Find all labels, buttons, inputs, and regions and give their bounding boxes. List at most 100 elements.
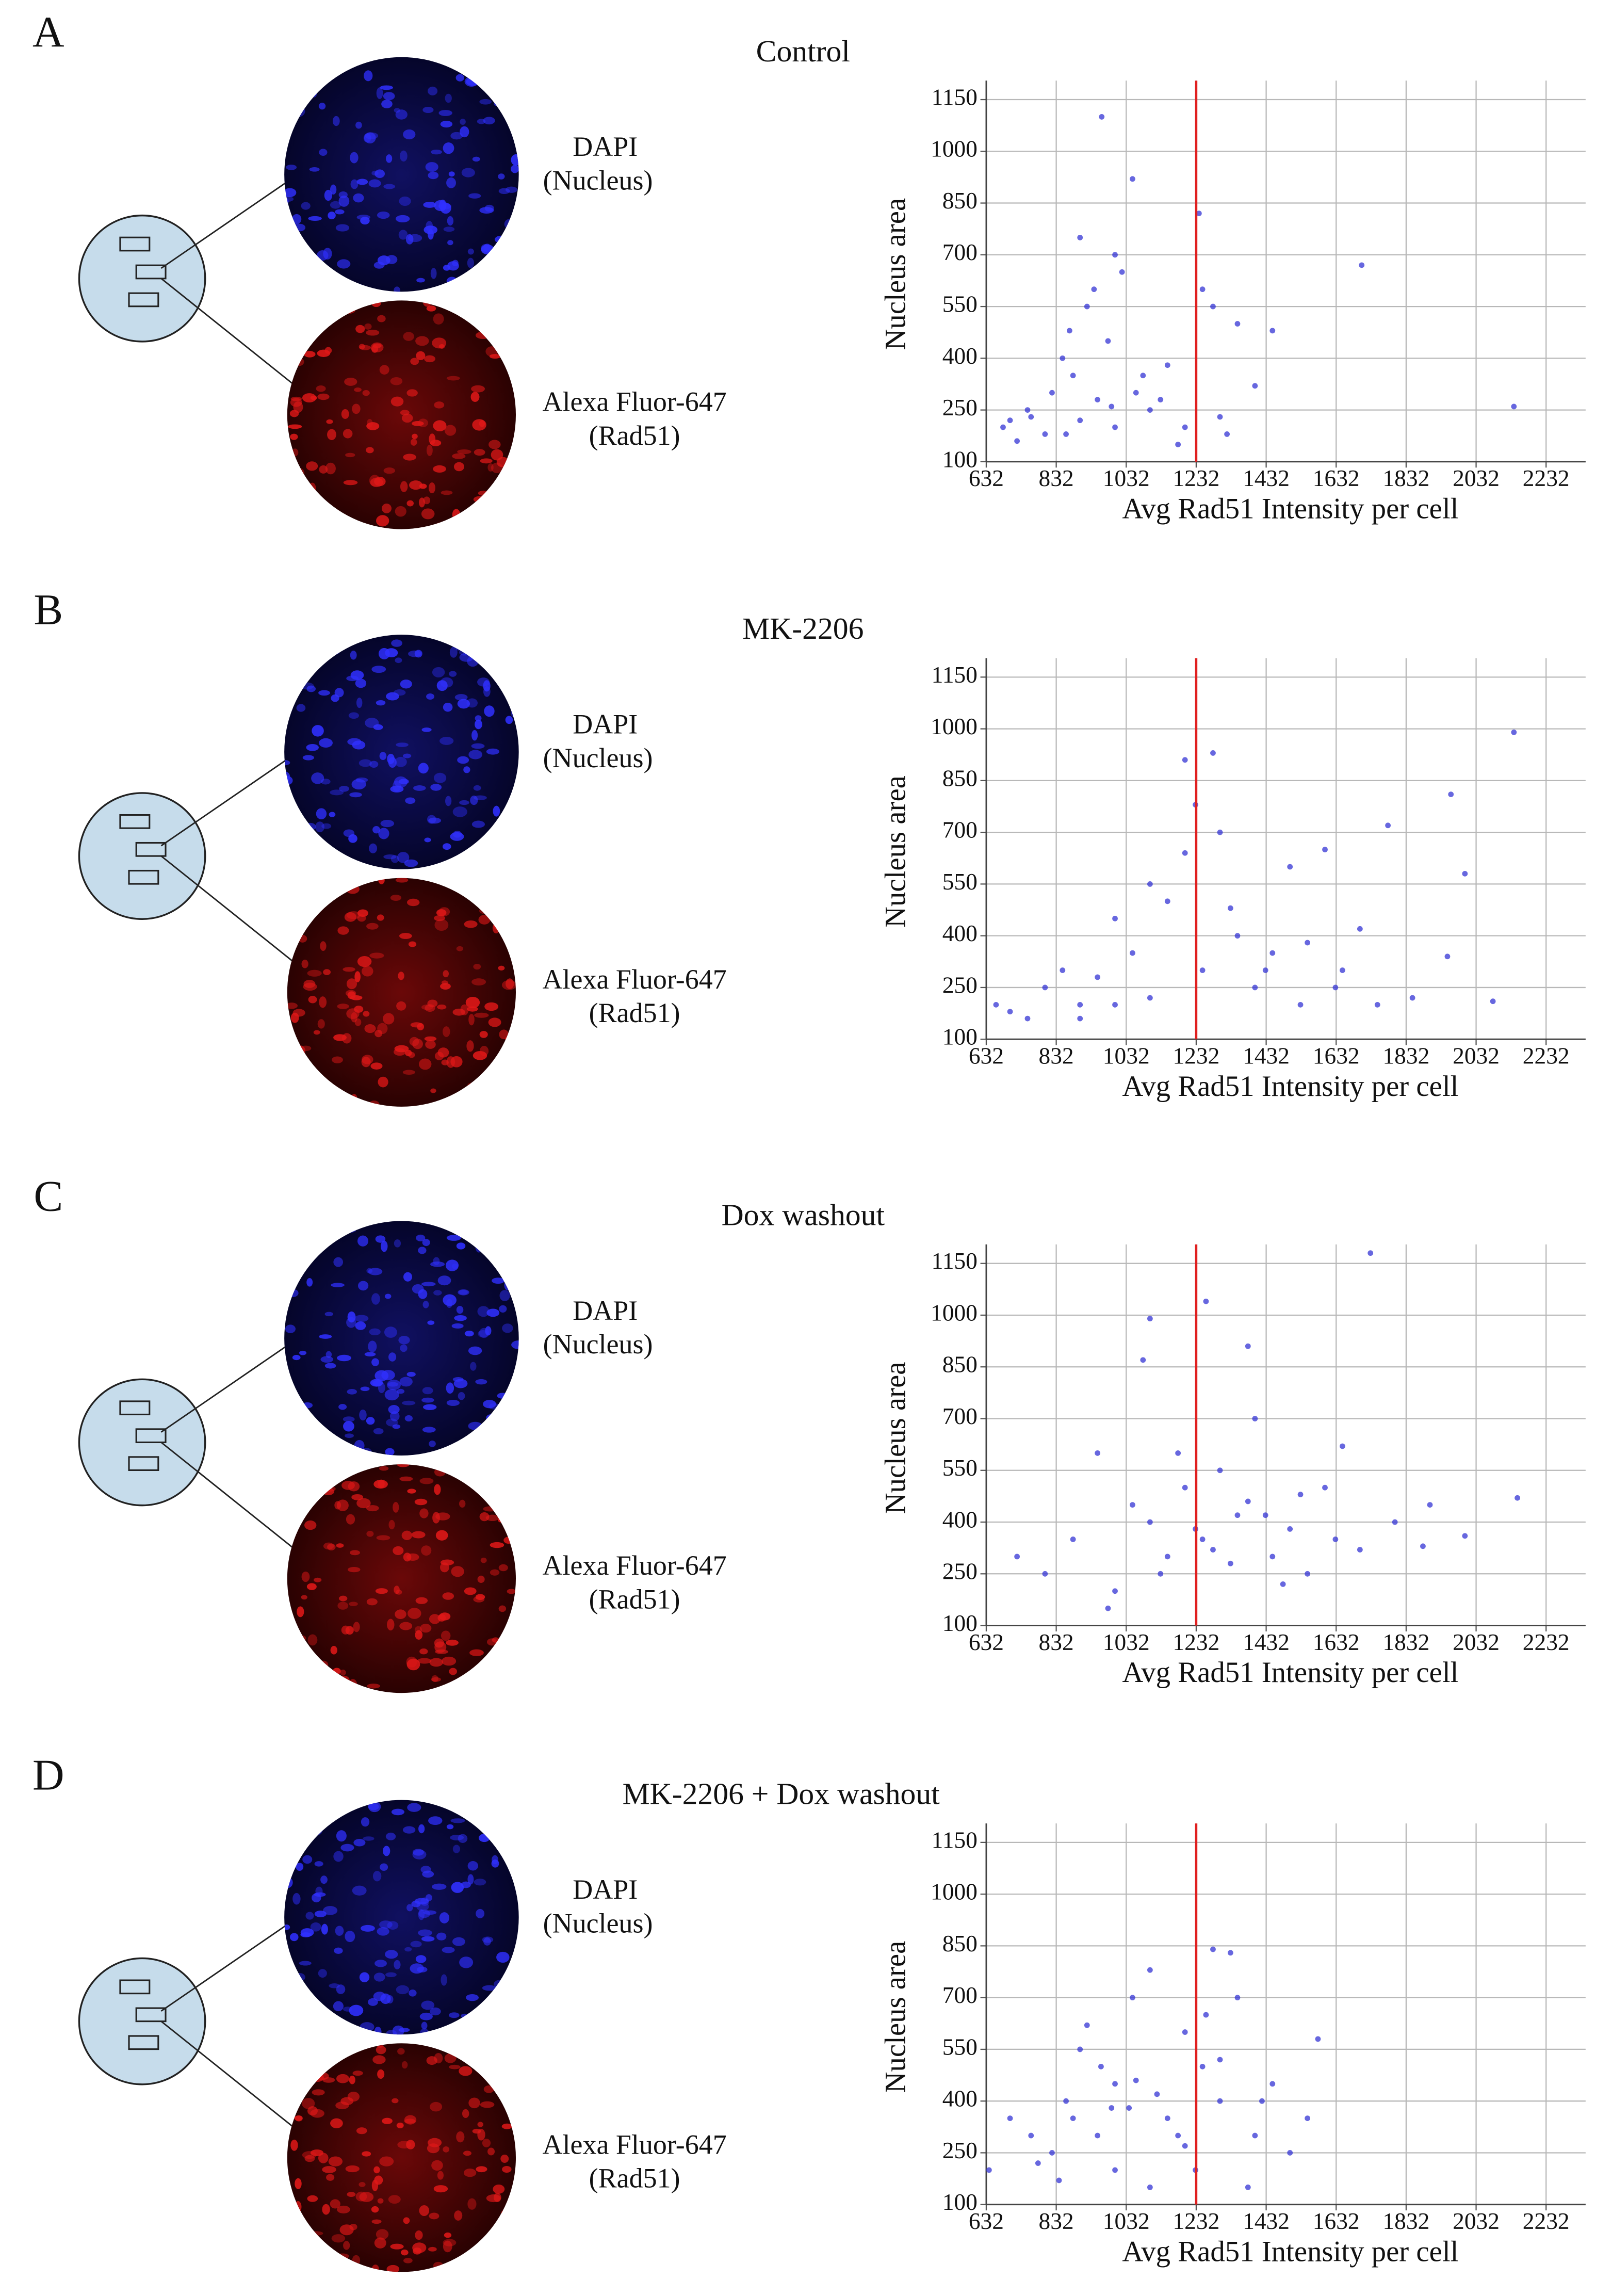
- cell-spot: [312, 2089, 325, 2096]
- cell-spot: [446, 1056, 455, 1068]
- cell-spot: [364, 323, 372, 330]
- cell-spot: [321, 1923, 328, 1935]
- cell-spot: [376, 2229, 389, 2240]
- cell-spot: [406, 1904, 413, 1912]
- cell-spot: [321, 823, 332, 829]
- y-tick-label: 550: [942, 1454, 978, 1481]
- x-tick-label: 1232: [1173, 2208, 1219, 2234]
- cell-spot: [475, 715, 482, 722]
- panel: C DAPI(Nucleus) Alexa Fluor-647(Rad51) Dox …: [34, 1172, 1586, 1693]
- cell-spot: [295, 2178, 302, 2189]
- cell-spot: [512, 524, 516, 529]
- cell-spot: [306, 1583, 317, 1590]
- cell-spot: [449, 2064, 461, 2069]
- cell-spot: [330, 2118, 343, 2128]
- cell-spot: [407, 1489, 416, 1494]
- cell-spot: [501, 2065, 513, 2075]
- cell-spot: [372, 2055, 386, 2064]
- cell-spot: [474, 449, 485, 456]
- cell-spot: [373, 1479, 388, 1489]
- cell-spot: [327, 429, 336, 440]
- cell-spot: [478, 1834, 490, 1842]
- data-point: [1063, 431, 1069, 437]
- cell-spot: [427, 86, 438, 95]
- cell-spot: [350, 670, 364, 680]
- cell-spot: [430, 1262, 445, 1267]
- cell-spot: [323, 1906, 338, 1915]
- cell-spot: [433, 313, 444, 325]
- cell-spot: [429, 1614, 441, 1624]
- cell-spot: [453, 462, 464, 472]
- cell-spot: [405, 234, 414, 245]
- cell-spot: [299, 1961, 312, 1966]
- cell-spot: [461, 168, 475, 177]
- y-tick-label: 1150: [932, 661, 978, 688]
- cell-spot: [343, 2007, 353, 2012]
- data-point: [1112, 252, 1118, 258]
- cell-spot: [496, 2238, 508, 2250]
- cell-spot: [459, 1499, 466, 1508]
- cell-spot: [483, 244, 491, 252]
- cell-spot: [425, 1040, 436, 1049]
- cell-spot: [449, 671, 457, 677]
- data-point: [1357, 926, 1363, 932]
- cell-spot: [377, 1023, 388, 1034]
- cell-spot: [486, 748, 500, 755]
- cell-spot: [478, 1330, 489, 1338]
- cell-spot: [509, 924, 516, 933]
- cell-spot: [454, 694, 468, 701]
- data-point: [1147, 407, 1153, 413]
- cell-spot: [310, 1922, 321, 1932]
- cell-spot: [355, 777, 368, 783]
- field: [119, 1979, 151, 1995]
- cell-spot: [364, 1352, 376, 1356]
- cell-spot: [409, 480, 422, 490]
- cell-spot: [503, 1537, 514, 1544]
- cell-spot: [499, 1290, 510, 1301]
- data-point: [1098, 2063, 1104, 2069]
- cell-spot: [352, 2255, 361, 2266]
- cell-spot: [511, 1825, 519, 1834]
- data-point: [1112, 2081, 1118, 2087]
- cell-spot: [463, 2151, 471, 2156]
- cell-spot: [398, 972, 404, 980]
- cell-spot: [491, 852, 501, 861]
- panel-letter: A: [32, 8, 64, 57]
- data-point: [1262, 967, 1268, 973]
- cell-spot: [435, 1512, 450, 1521]
- cell-spot: [318, 1660, 329, 1669]
- cell-spot: [289, 86, 297, 92]
- cell-spot: [450, 132, 463, 140]
- cell-spot: [324, 189, 333, 201]
- cell-spot: [430, 1088, 436, 1093]
- cell-spot: [436, 909, 447, 916]
- cell-spot: [366, 1598, 378, 1606]
- x-tick-label: 632: [969, 1043, 1004, 1069]
- cell-spot: [473, 843, 479, 853]
- cell-spot: [464, 920, 478, 928]
- cell-spot: [502, 856, 509, 868]
- cell-spot: [374, 1960, 387, 1967]
- cell-spot: [419, 1478, 434, 1484]
- data-point: [1322, 847, 1328, 852]
- cell-spot: [413, 785, 426, 791]
- cell-spot: [420, 1866, 431, 1873]
- cell-spot: [404, 2115, 417, 2125]
- cell-spot: [475, 1379, 487, 1385]
- data-point: [1105, 1605, 1111, 1611]
- cell-spot: [308, 216, 322, 221]
- data-point: [1217, 1467, 1223, 1474]
- y-tick-label: 550: [942, 2033, 978, 2060]
- cell-spot: [426, 305, 436, 312]
- data-point: [1357, 1547, 1363, 1553]
- cell-spot: [503, 278, 510, 284]
- chart-title: MK-2206 + Dox washout: [623, 1777, 940, 1811]
- cell-spot: [379, 1466, 389, 1471]
- cell-spot: [451, 1566, 464, 1577]
- cell-spot: [301, 959, 308, 968]
- cell-spot: [362, 390, 370, 396]
- cell-spot: [494, 1671, 502, 1678]
- cell-spot: [421, 1545, 432, 1556]
- cell-spot: [357, 1235, 369, 1247]
- cell-spot: [421, 508, 435, 520]
